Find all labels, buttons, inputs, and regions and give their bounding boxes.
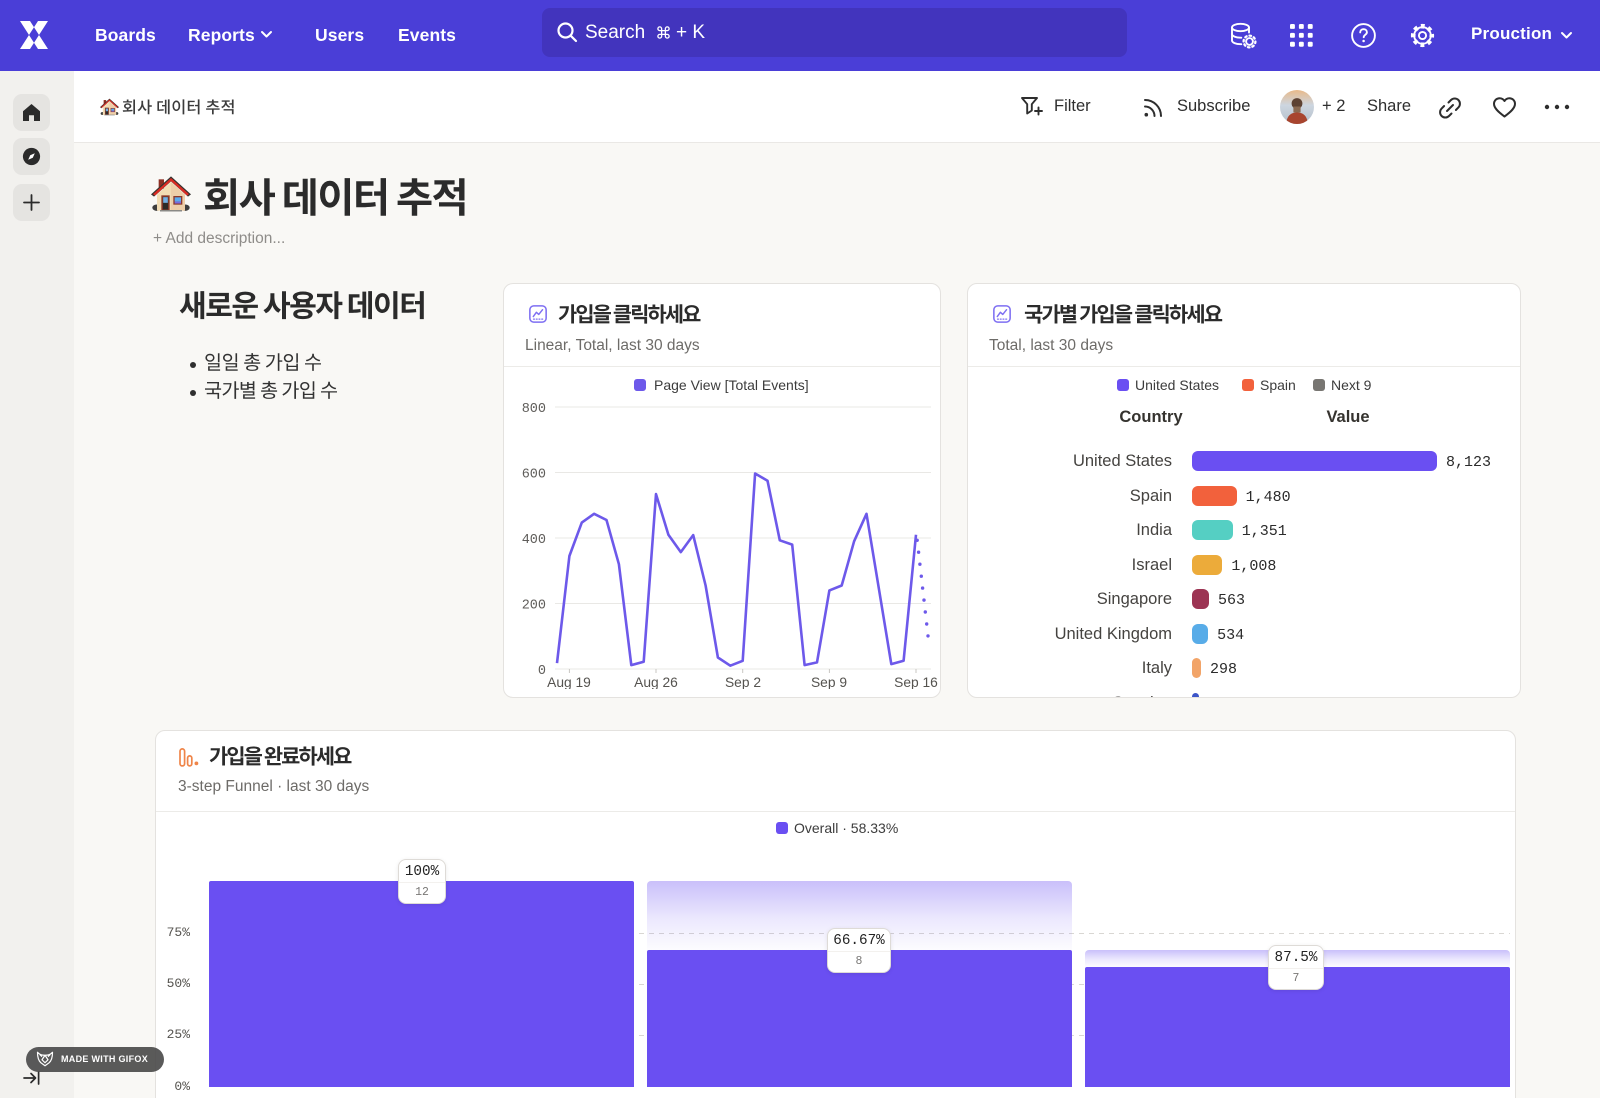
svg-text:400: 400	[522, 533, 546, 548]
svg-text:800: 800	[522, 402, 546, 417]
svg-text:600: 600	[522, 468, 546, 483]
svg-text:Aug 19: Aug 19	[547, 675, 591, 689]
svg-text:Sep 9: Sep 9	[811, 675, 847, 689]
svg-text:200: 200	[522, 599, 546, 614]
svg-text:Sep 16: Sep 16	[894, 675, 938, 689]
svg-text:Aug 26: Aug 26	[634, 675, 678, 689]
svg-text:0: 0	[538, 664, 546, 679]
svg-text:Sep 2: Sep 2	[725, 675, 761, 689]
